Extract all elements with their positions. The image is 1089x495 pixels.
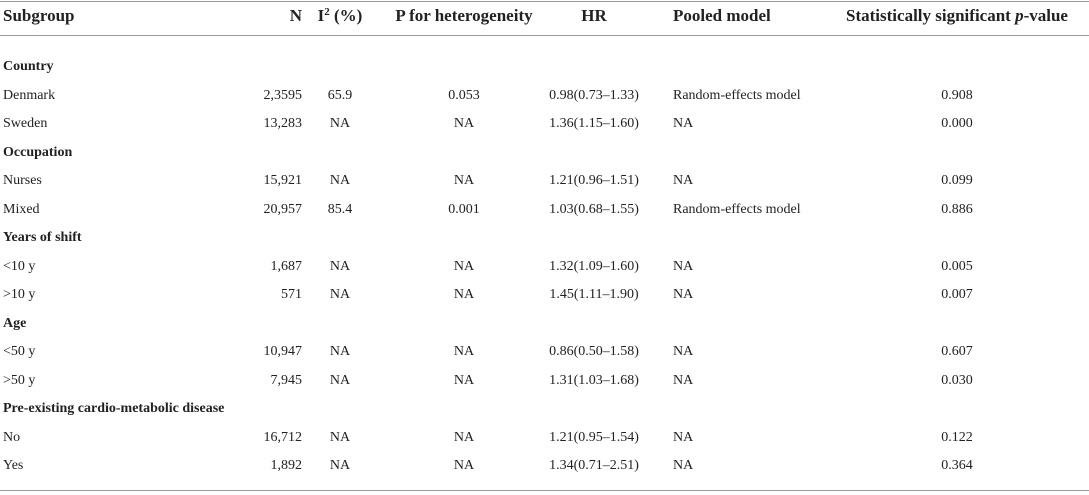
table-cell: 1.34(0.71–2.51) [549,458,639,473]
table-cell: Random-effects model [673,201,801,217]
group-title: Age [3,315,27,331]
table-cell: NA [329,372,351,388]
table-cell: NA [673,372,694,388]
table-cell: NA [329,258,351,274]
column-header: HR [581,6,607,25]
table-cell: NA [329,287,351,302]
header-rule [0,35,1089,36]
table-cell: NA [673,258,694,274]
group-title: Country [3,59,54,74]
table-cell: 1,687 [270,258,303,274]
table-cell: >50 y [3,372,36,388]
column-header: N [289,6,302,25]
header-text: I [317,6,325,25]
column-header: P for heterogeneity [395,6,533,25]
table-cell: NA [329,173,351,188]
table-cell: 1.45(1.11–1.90) [549,287,639,302]
table-cell: 20,957 [263,201,303,217]
table-cell: 0.908 [941,87,973,103]
table-cell: NA [329,458,351,473]
table-cell: NA [329,344,351,359]
table-cell: 13,283 [263,116,303,131]
header-italic: p [1015,6,1024,25]
table-cell: 2,3595 [263,87,303,103]
column-header: Statistically significant p-value [846,4,1068,28]
top-rule [0,1,1089,2]
table-cell: NA [673,458,694,473]
table-cell: 0.607 [941,344,973,359]
table-cell: NA [453,344,475,359]
table-cell: 65.9 [327,87,353,103]
column-header: I2 (%) [318,4,363,28]
table-cell: NA [329,116,351,131]
table-cell: NA [453,372,475,388]
table-cell: 10,947 [263,344,303,359]
table-cell: NA [453,173,475,188]
table-cell: NA [673,287,694,302]
table-cell: Random-effects model [673,87,801,103]
table-cell: NA [453,116,475,131]
table-cell: 1.21(0.95–1.54) [549,429,639,445]
table-cell: <50 y [3,344,36,359]
column-header: Pooled model [673,6,771,25]
table-cell: 0.000 [941,116,973,131]
table-cell: NA [673,173,694,188]
table-cell: <10 y [3,258,36,274]
table-cell: Nurses [3,173,42,188]
table-cell: 0.86(0.50–1.58) [549,344,639,359]
table-cell: 571 [281,287,302,302]
table-cell: 15,921 [263,173,303,188]
table-cell: 7,945 [270,372,303,388]
group-title: Occupation [3,144,73,160]
table-cell: NA [673,429,694,445]
table-cell: 1.31(1.03–1.68) [549,372,639,388]
table-cell: 0.122 [941,429,973,445]
table-cell: 0.099 [941,173,973,188]
table-cell: NA [453,458,475,473]
table-cell: NA [673,116,694,131]
table-cell: 1.32(1.09–1.60) [549,258,639,274]
table-cell: Sweden [3,116,48,131]
table-cell: Mixed [3,201,40,217]
table-cell: 85.4 [327,201,353,217]
table-cell: 0.364 [941,458,973,473]
table-cell: Denmark [3,87,56,103]
table-cell: 0.886 [941,201,973,217]
column-header: Subgroup [3,6,75,25]
header-text: -value [1023,6,1068,25]
header-text: Statistically significant [846,6,1016,25]
table-cell: 0.005 [941,258,973,274]
table-cell: NA [453,287,475,302]
table-cell: 0.001 [448,201,480,217]
group-title: Years of shift [3,230,82,245]
table-cell: Yes [3,458,24,473]
group-title: Pre-existing cardio-metabolic disease [3,401,225,416]
table-cell: 16,712 [263,429,303,445]
table-cell: No [3,429,21,445]
table-cell: >10 y [3,287,36,302]
header-superscript: 2 [324,6,330,18]
header-text: (%) [329,6,363,25]
table-cell: NA [453,258,475,274]
table-cell: NA [453,429,475,445]
table-cell: 0.007 [941,287,973,302]
table-cell: 1.03(0.68–1.55) [549,201,639,217]
table-cell: 1,892 [270,458,303,473]
table-cell: 1.21(0.96–1.51) [549,173,639,188]
table-cell: 0.98(0.73–1.33) [549,87,639,103]
table-cell: NA [329,429,351,445]
table-cell: 0.053 [448,87,480,103]
table-cell: 1.36(1.15–1.60) [549,116,639,131]
table-cell: 0.030 [941,372,973,388]
table-cell: NA [673,344,694,359]
bottom-rule [0,490,1089,491]
